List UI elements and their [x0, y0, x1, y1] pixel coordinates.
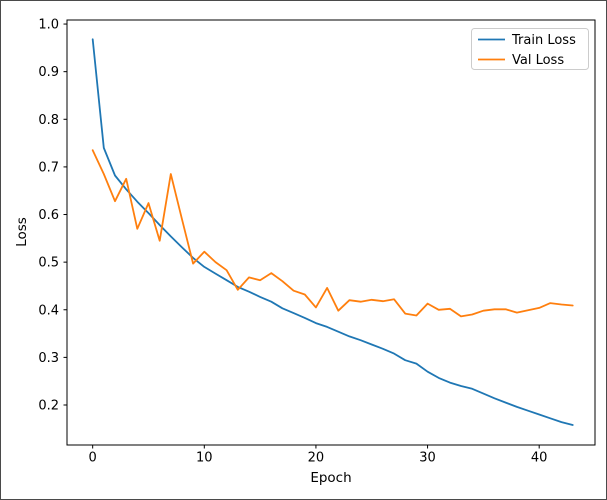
y-tick-label: 1.0	[38, 18, 59, 33]
axis-ticks: 0 10 20 30 40 0.2 0.3 0.4 0.5 0.6 0.7 0.8 0.9 1.0	[38, 18, 547, 466]
y-tick-label: 0.6	[38, 208, 59, 223]
x-tick-label: 20	[308, 451, 325, 466]
legend: Train Loss Val Loss	[471, 28, 589, 70]
val-loss-line	[91, 149, 574, 318]
y-tick-label: 0.5	[38, 256, 59, 271]
x-tick-label: 40	[531, 451, 548, 466]
x-axis-label: Epoch	[310, 470, 351, 486]
y-tick-label: 0.8	[38, 113, 59, 128]
y-tick-label: 0.2	[38, 399, 59, 414]
plot-series	[91, 38, 574, 426]
x-tick-label: 10	[196, 451, 213, 466]
plot-background	[67, 20, 595, 445]
y-axis-label: Loss	[14, 217, 30, 247]
y-tick-label: 0.4	[38, 303, 59, 318]
train-loss-legend-label: Train Loss	[511, 33, 576, 48]
y-tick-label: 0.9	[38, 65, 59, 80]
y-tick-label: 0.3	[38, 351, 59, 366]
x-tick-label: 30	[419, 451, 436, 466]
x-tick-label: 0	[89, 451, 97, 466]
axes-spines	[66, 19, 596, 446]
val-loss-legend-label: Val Loss	[512, 53, 564, 68]
y-tick-label: 0.7	[38, 160, 59, 175]
train-loss-line	[91, 38, 574, 426]
